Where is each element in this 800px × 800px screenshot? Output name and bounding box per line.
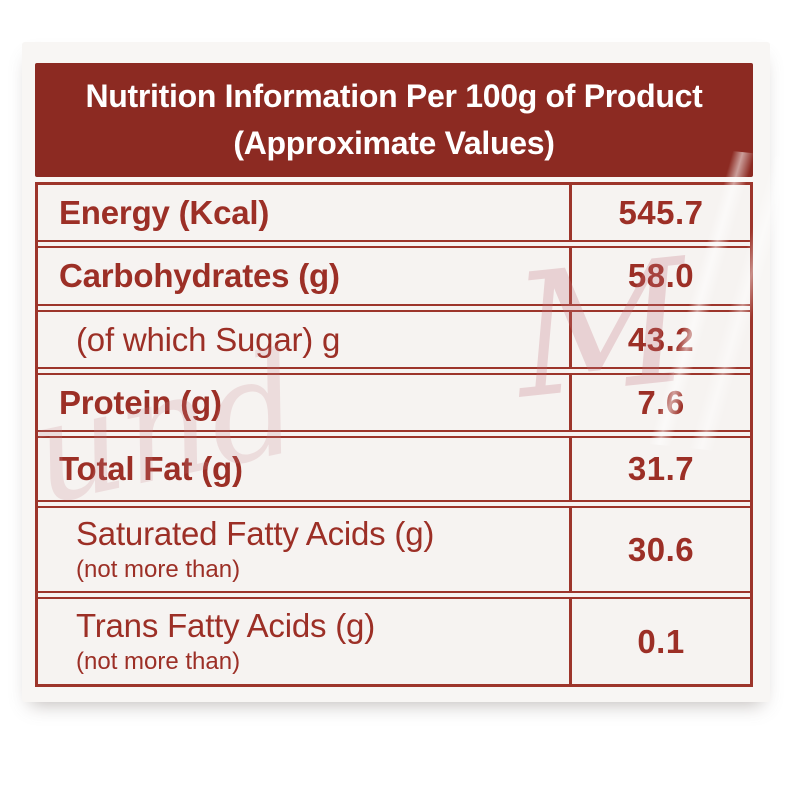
- header-title-line1: Nutrition Information Per 100g of Produc…: [85, 78, 703, 114]
- row-label: Carbohydrates (g): [59, 257, 340, 294]
- row-carbohydrates: Carbohydrates (g) 58.0: [38, 248, 750, 304]
- nutrition-header: Nutrition Information Per 100g of Produc…: [35, 63, 753, 177]
- row-label-cell: Trans Fatty Acids (g) (not more than): [38, 599, 569, 684]
- row-label: Protein (g): [59, 383, 222, 421]
- row-separator: [38, 367, 750, 375]
- row-value: 58.0: [569, 248, 750, 304]
- row-value: 545.7: [569, 185, 750, 240]
- row-value: 31.7: [569, 438, 750, 500]
- row-value: 0.1: [569, 599, 750, 684]
- row-separator: [38, 304, 750, 312]
- nutrition-label: Nutrition Information Per 100g of Produc…: [35, 63, 753, 687]
- row-label-cell: Energy (Kcal): [38, 185, 569, 240]
- row-label-cell: Total Fat (g): [38, 438, 569, 500]
- row-label: (of which Sugar) g: [76, 320, 341, 358]
- row-sugar: (of which Sugar) g 43.2: [38, 312, 750, 367]
- row-label-cell: Protein (g): [38, 375, 569, 430]
- row-note: (not more than): [76, 556, 241, 583]
- row-separator: [38, 240, 750, 248]
- row-separator: [38, 591, 750, 599]
- row-label: Total Fat (g): [59, 450, 243, 487]
- row-separator: [38, 430, 750, 438]
- row-label: Energy (Kcal): [59, 193, 270, 231]
- header-title-line2: (Approximate Values): [233, 125, 555, 161]
- row-note: (not more than): [76, 648, 241, 675]
- row-label-cell: Saturated Fatty Acids (g) (not more than…: [38, 508, 569, 591]
- row-value: 43.2: [569, 312, 750, 367]
- row-value: 30.6: [569, 508, 750, 591]
- row-label-cell: Carbohydrates (g): [38, 248, 569, 304]
- row-label: Trans Fatty Acids (g): [76, 607, 375, 644]
- row-separator: [38, 500, 750, 508]
- row-label: Saturated Fatty Acids (g): [76, 515, 435, 552]
- row-label-cell: (of which Sugar) g: [38, 312, 569, 367]
- row-value: 7.6: [569, 375, 750, 430]
- nutrition-table: Energy (Kcal) 545.7 Carbohydrates (g) 58…: [35, 182, 753, 687]
- row-protein: Protein (g) 7.6: [38, 375, 750, 430]
- row-trans-fat: Trans Fatty Acids (g) (not more than) 0.…: [38, 599, 750, 684]
- row-energy: Energy (Kcal) 545.7: [38, 185, 750, 240]
- row-saturated-fat: Saturated Fatty Acids (g) (not more than…: [38, 508, 750, 591]
- row-total-fat: Total Fat (g) 31.7: [38, 438, 750, 500]
